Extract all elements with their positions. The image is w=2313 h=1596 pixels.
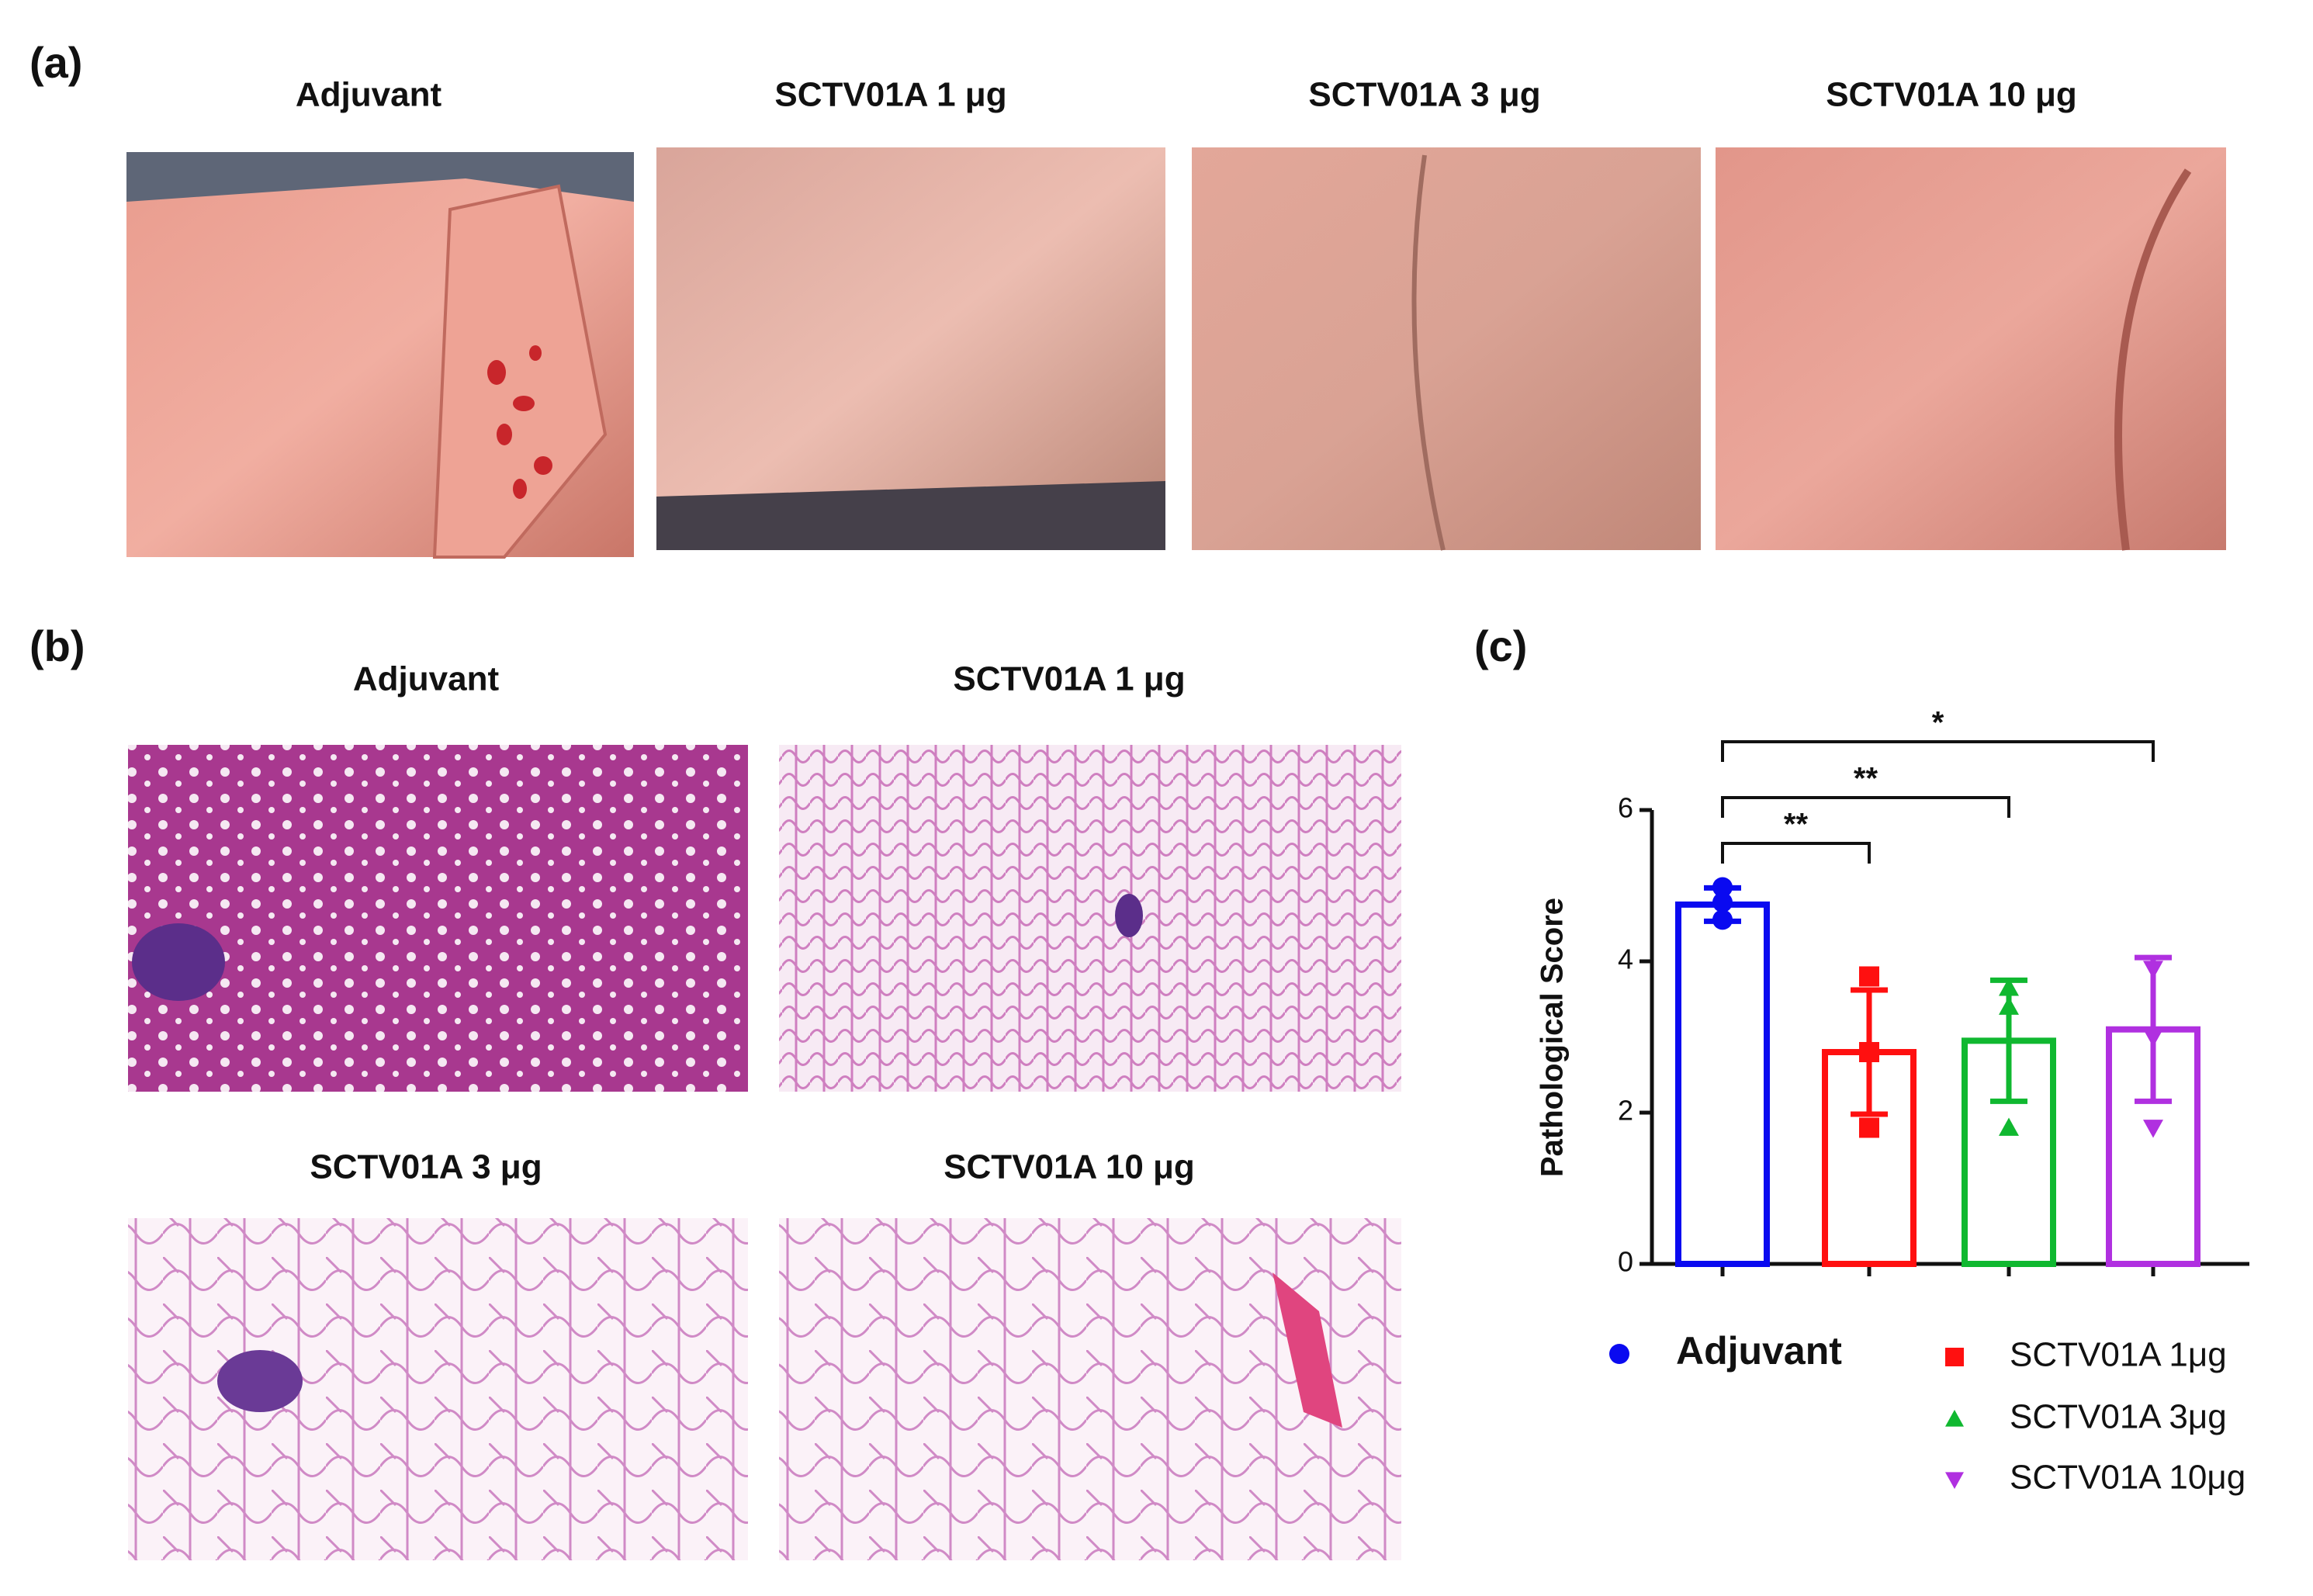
data-point [2143, 961, 2163, 979]
data-point [1712, 909, 1733, 930]
bar [1675, 901, 1770, 1267]
panel-label: (b) [29, 621, 85, 670]
y-axis-label: Pathological Score [1536, 898, 1570, 1177]
legend-marker [1945, 1472, 1964, 1489]
lesions [487, 345, 552, 499]
photo-title: SCTV01A 3 μg [1308, 76, 1540, 114]
photo-detail [132, 923, 225, 1001]
data-point [1712, 877, 1733, 898]
data-point [1859, 1042, 1879, 1062]
legend-label: SCTV01A 1μg [2010, 1336, 2227, 1374]
legend-marker [1945, 1410, 1964, 1427]
legend-marker [1609, 1344, 1629, 1364]
photo-detail [1411, 154, 1446, 551]
photo-title: SCTV01A 10 μg [1826, 76, 2077, 114]
photo-title: Adjuvant [353, 660, 500, 698]
legend-marker [1945, 1348, 1964, 1366]
photo-title: SCTV01A 1 μg [774, 76, 1006, 114]
significance-label: ** [1854, 762, 1878, 796]
legend-label: SCTV01A 10μg [2010, 1459, 2245, 1497]
photo [779, 745, 1401, 1092]
photo [128, 745, 748, 1092]
photo-detail [1115, 894, 1143, 937]
significance-bracket [1721, 796, 2010, 818]
photo [656, 147, 1165, 550]
data-point [1712, 891, 1733, 912]
data-point [1999, 1117, 2019, 1136]
panel-label: (a) [29, 38, 82, 87]
gross-photos [126, 147, 2226, 559]
y-tick-label: 6 [1618, 792, 1633, 824]
photo-title: SCTV01A 10 μg [944, 1148, 1195, 1186]
y-tick-label: 2 [1618, 1095, 1633, 1127]
data-point [1999, 978, 2019, 996]
photo-detail [2114, 168, 2192, 551]
photo-detail [1272, 1272, 1342, 1428]
y-tick-label: 4 [1618, 943, 1633, 975]
data-point [2143, 1029, 2163, 1047]
photo [779, 1218, 1401, 1560]
significance-label: * [1932, 706, 1944, 740]
y-tick-label: 0 [1618, 1246, 1633, 1278]
data-point [1859, 966, 1879, 987]
photo [1716, 147, 2226, 550]
photo-title: SCTV01A 3 μg [310, 1148, 542, 1186]
photo-title: SCTV01A 1 μg [953, 660, 1185, 698]
histology-photos [128, 745, 1401, 1560]
photo-detail [656, 481, 1165, 550]
legend-label: SCTV01A 3μg [2010, 1398, 2227, 1436]
panel-label: (c) [1474, 621, 1527, 670]
data-point [1859, 1117, 1879, 1138]
photo-title: Adjuvant [296, 76, 442, 114]
photo [1192, 147, 1701, 550]
photo-detail [217, 1350, 303, 1412]
data-point [1999, 996, 2019, 1015]
legend-label: Adjuvant [1676, 1329, 1842, 1373]
significance-bracket [1721, 842, 1871, 864]
photo-detail [126, 152, 634, 202]
data-point [2143, 1120, 2163, 1138]
photo-detail [432, 184, 608, 559]
significance-label: ** [1784, 808, 1809, 842]
significance-bracket [1721, 740, 2155, 762]
